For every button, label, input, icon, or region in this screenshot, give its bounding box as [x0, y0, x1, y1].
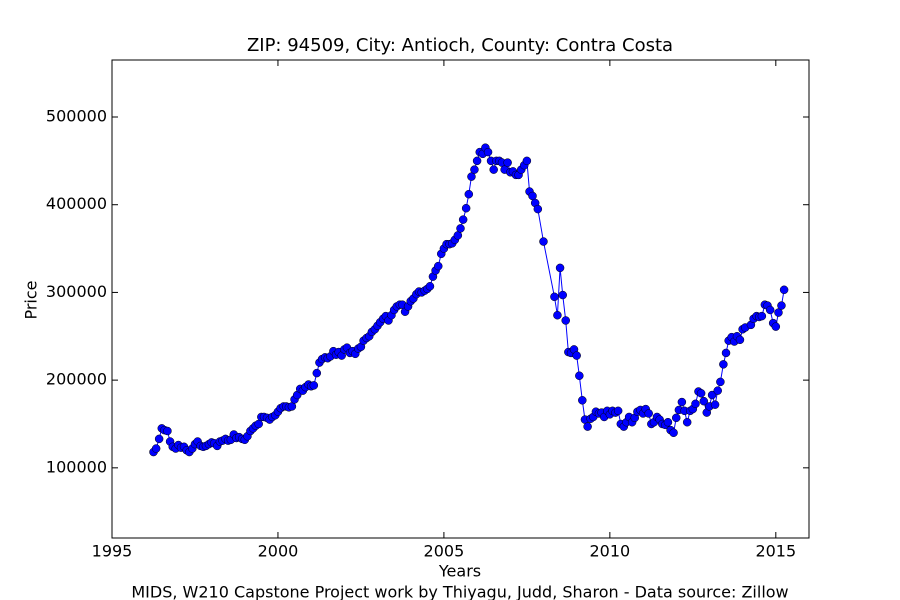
x-tick-label: 2000: [258, 542, 299, 561]
data-point: [553, 310, 562, 320]
data-point: [555, 263, 565, 273]
plot-frame: [111, 59, 810, 539]
data-point: [696, 389, 706, 398]
data-point: [550, 292, 559, 302]
data-point: [163, 426, 172, 436]
data-point: [309, 381, 319, 390]
x-tick-label: 2015: [755, 542, 796, 561]
data-point: [765, 305, 775, 315]
y-tick-label: 200000: [46, 370, 107, 389]
data-point: [575, 371, 584, 380]
data-point: [425, 282, 435, 291]
x-tick-label: 2005: [424, 542, 465, 561]
data-point: [671, 413, 681, 423]
data-point: [578, 396, 587, 405]
data-point: [464, 189, 474, 199]
y-tick-label: 100000: [46, 457, 107, 476]
data-point: [779, 285, 789, 295]
y-tick-label: 500000: [46, 107, 107, 126]
data-point: [713, 386, 722, 395]
data-point: [558, 290, 567, 300]
data-point: [710, 400, 720, 409]
data-point: [757, 311, 767, 321]
data-point: [533, 204, 543, 214]
data-point: [470, 165, 479, 174]
data-point: [483, 147, 493, 157]
data-point: [561, 316, 570, 325]
x-tick-label: 2010: [589, 542, 630, 561]
data-point: [503, 158, 512, 167]
data-point: [434, 261, 443, 271]
data-point: [771, 322, 781, 331]
data-point: [699, 396, 709, 406]
data-point: [461, 203, 471, 213]
y-tick-label: 400000: [46, 194, 107, 213]
data-point: [613, 406, 623, 416]
data-point: [716, 377, 725, 387]
data-point: [644, 409, 653, 418]
data-point: [707, 390, 717, 400]
data-point: [472, 156, 482, 166]
caption: MIDS, W210 Capstone Project work by Thiy…: [131, 583, 788, 600]
data-point: [489, 165, 498, 174]
chart-title: ZIP: 94509, City: Antioch, County: Contr…: [247, 35, 673, 56]
data-point: [312, 368, 322, 378]
data-point: [735, 335, 745, 345]
x-axis-label: Years: [438, 562, 481, 581]
y-axis-label: Price: [22, 280, 41, 319]
data-point: [663, 417, 673, 427]
data-point: [669, 428, 678, 438]
data-point: [682, 417, 692, 427]
data-point: [721, 348, 731, 358]
data-point: [458, 215, 468, 224]
data-point: [151, 444, 161, 453]
y-tick-label: 300000: [46, 282, 107, 301]
data-point: [691, 399, 700, 409]
data-point: [539, 237, 548, 246]
data-point: [677, 397, 687, 407]
data-point: [719, 360, 728, 369]
data-point: [777, 301, 786, 310]
data-point: [456, 224, 465, 233]
data-point: [583, 422, 592, 431]
data-point: [572, 351, 581, 360]
data-point: [522, 156, 532, 166]
x-tick-label: 1995: [92, 542, 133, 561]
data-point: [154, 434, 164, 444]
